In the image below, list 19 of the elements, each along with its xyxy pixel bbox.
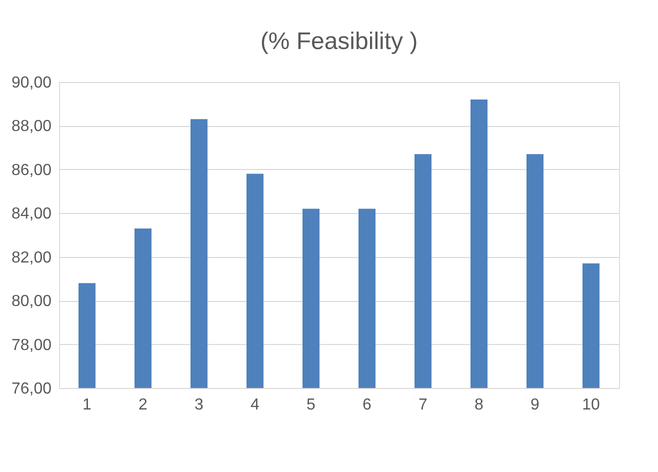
y-tick-label: 80,00	[11, 293, 52, 310]
x-tick-label: 7	[418, 396, 428, 414]
y-tick-label: 88,00	[11, 118, 52, 136]
y-tick-label: 86,00	[11, 162, 52, 179]
x-tick-label: 9	[530, 396, 540, 414]
y-tick-label: 84,00	[11, 206, 52, 223]
y-tick-label: 78,00	[11, 336, 52, 354]
x-tick-label: 1	[82, 396, 92, 414]
x-tick-label: 6	[362, 396, 372, 414]
x-tick-label: 4	[250, 396, 260, 414]
x-tick-label: 10	[582, 396, 600, 414]
y-tick-label: 76,00	[11, 380, 52, 398]
x-tick-label: 5	[306, 396, 316, 414]
x-tick-label: 8	[474, 396, 484, 414]
x-tick-label: 3	[194, 396, 204, 414]
chart-title: (% Feasibility )	[260, 28, 418, 55]
y-tick-label: 82,00	[11, 249, 52, 266]
x-tick-label: 2	[138, 396, 148, 414]
y-tick-label: 90,00	[11, 74, 52, 92]
